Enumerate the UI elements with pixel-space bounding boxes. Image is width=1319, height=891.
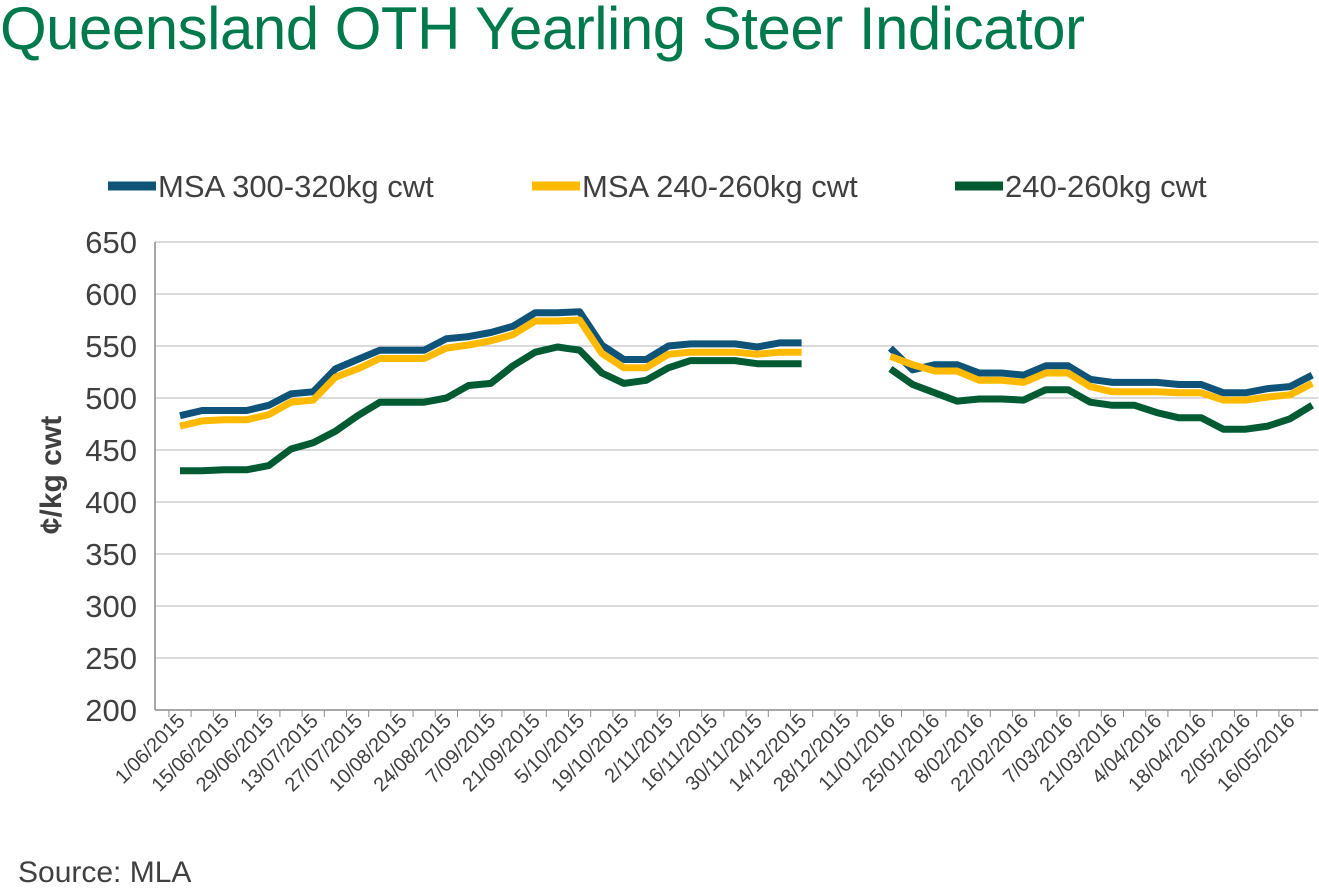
y-tick-label: 500 [85,381,137,416]
y-axis-label: ¢/kg cwt [35,416,68,534]
series-line [888,366,1315,433]
source-note: Source: MLA [18,856,192,889]
series-line [179,316,802,430]
series-msa-300-320kg-cwt [179,308,1314,420]
y-tick-labels: 200 250 300 350 400 450 500 550 600 650 [85,225,137,728]
y-tick-label: 250 [85,641,137,676]
y-tick-label: 300 [85,589,137,624]
legend-label: 240-260kg cwt [1005,169,1207,204]
series-240-260kg-cwt [180,343,1315,475]
y-tick-label: 200 [85,693,137,728]
chart-title: Queensland OTH Yearling Steer Indicator [0,0,1085,62]
axes [154,242,1318,717]
legend-label: MSA 300-320kg cwt [158,169,434,204]
y-tick-label: 350 [85,537,137,572]
series-line [179,308,802,420]
legend-label: MSA 240-260kg cwt [582,169,858,204]
y-tick-label: 450 [85,433,137,468]
series-group [179,308,1315,475]
y-tick-label: 650 [85,225,137,260]
y-tick-label: 550 [85,329,137,364]
series-line [889,353,1314,404]
series-line [180,343,802,475]
gridlines [155,241,1318,711]
series-msa-240-260kg-cwt [179,316,1314,430]
legend: MSA 300-320kg cwt MSA 240-260kg cwt 240-26… [108,169,1207,204]
x-tick-labels: 1/06/201515/06/201529/06/201513/07/20152… [111,710,1299,796]
y-tick-label: 600 [85,277,137,312]
y-tick-label: 400 [85,485,137,520]
series-line [887,345,1314,397]
